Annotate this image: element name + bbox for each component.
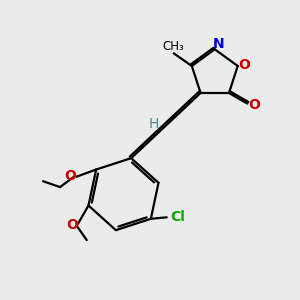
Text: O: O — [238, 58, 250, 71]
Text: H: H — [148, 117, 159, 131]
Text: N: N — [212, 37, 224, 51]
Text: CH₃: CH₃ — [163, 40, 184, 53]
Text: O: O — [64, 169, 76, 183]
Text: Cl: Cl — [170, 210, 185, 224]
Text: O: O — [248, 98, 260, 112]
Text: O: O — [66, 218, 78, 232]
